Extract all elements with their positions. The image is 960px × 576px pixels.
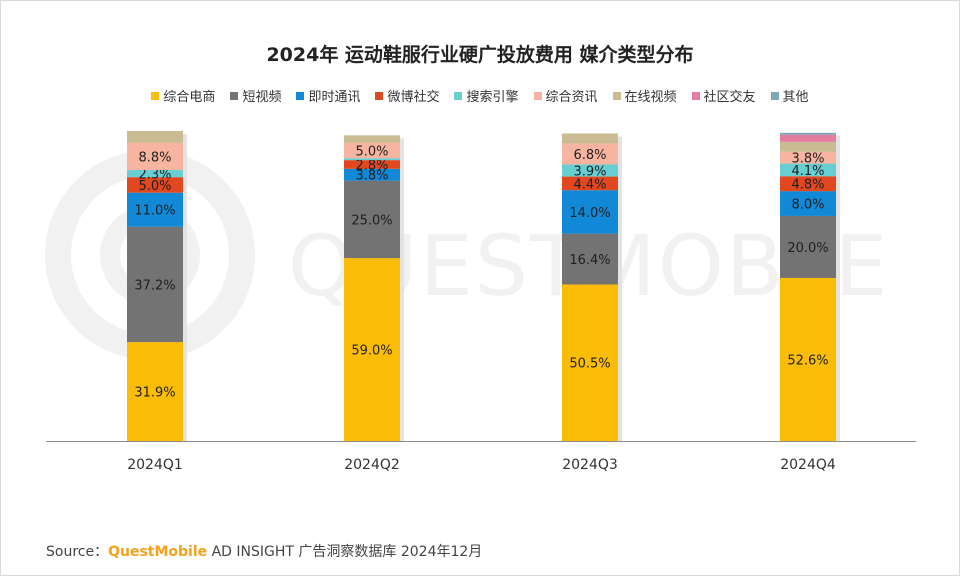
bar-segment	[562, 233, 618, 285]
legend-swatch	[151, 91, 160, 100]
legend-label: 即时通讯	[308, 90, 361, 105]
data-label: 59.0%	[351, 344, 392, 359]
bar-segment	[562, 133, 618, 144]
data-label: 20.0%	[787, 241, 828, 256]
bar-segment	[127, 192, 183, 227]
bar-segment	[780, 191, 836, 216]
data-label: 5.0%	[355, 145, 388, 160]
source-prefix: Source：	[46, 544, 109, 560]
legend-swatch	[612, 91, 621, 100]
legend-swatch	[375, 91, 384, 100]
legend-swatch	[691, 91, 700, 100]
chart-legend: 综合电商 短视频 即时通讯 微博社交 搜索引擎 综合资讯 在线视频 社区交友 其他	[0, 86, 960, 105]
bar-segment	[780, 176, 836, 192]
data-label: 3.8%	[791, 152, 824, 167]
source-brand: QuestMobile	[108, 544, 208, 560]
legend-swatch	[230, 91, 239, 100]
x-tick-label: 2024Q1	[127, 457, 183, 473]
legend-swatch	[770, 91, 779, 100]
bar-segment	[562, 190, 618, 234]
bar-segment	[344, 135, 400, 143]
legend-label: 在线视频	[624, 90, 677, 105]
legend-label: 综合电商	[163, 90, 216, 105]
bar-segment	[127, 142, 183, 171]
legend-label: 短视频	[242, 90, 282, 105]
bar-segment	[780, 163, 836, 177]
bar-segment	[780, 277, 836, 441]
bar-segment	[562, 164, 618, 177]
data-label: 31.9%	[134, 386, 175, 401]
bar-segment	[780, 141, 836, 152]
bar-segment	[780, 215, 836, 278]
legend-item: 微博社交	[375, 86, 439, 105]
bar-segment	[127, 226, 183, 343]
bar-segment	[127, 131, 183, 143]
data-label: 50.5%	[569, 357, 610, 372]
legend-swatch	[454, 91, 463, 100]
data-label: 3.9%	[573, 165, 606, 180]
data-label: 52.6%	[787, 353, 828, 368]
legend-label: 其他	[782, 90, 809, 105]
data-label: 2.3%	[138, 168, 171, 183]
legend-item: 综合电商	[151, 86, 215, 105]
legend-item: 其他	[770, 86, 809, 105]
source-note: Source：QuestMobile AD INSIGHT 广告洞察数据库 20…	[46, 541, 482, 561]
data-label: 8.0%	[791, 198, 824, 213]
source-suffix: AD INSIGHT 广告洞察数据库 2024年12月	[207, 544, 483, 560]
bar-segment	[344, 158, 400, 161]
data-label: 2.8%	[355, 158, 388, 173]
legend-swatch	[296, 91, 305, 100]
legend-label: 社区交友	[703, 90, 756, 105]
bar-segment	[780, 132, 836, 135]
bar-segment	[344, 142, 400, 159]
legend-item: 搜索引擎	[454, 86, 519, 105]
x-tick-labels: 2024Q1 2024Q2 2024Q3 2024Q4	[127, 457, 836, 473]
data-label: 3.8%	[355, 169, 388, 184]
data-label: 37.2%	[134, 278, 175, 293]
x-tick-label: 2024Q4	[780, 457, 836, 473]
legend-item: 综合资讯	[533, 86, 598, 105]
data-label: 4.4%	[573, 177, 606, 192]
bar-segment	[780, 151, 836, 164]
x-tick-label: 2024Q3	[562, 457, 618, 473]
data-label: 16.4%	[569, 253, 610, 268]
bar-segment	[127, 342, 183, 441]
legend-swatch	[533, 91, 542, 100]
chart-title: 2024年 运动鞋服行业硬广投放费用 媒介类型分布	[266, 44, 694, 66]
legend-label: 微博社交	[387, 90, 440, 105]
legend-item: 在线视频	[612, 86, 677, 105]
bar-segment	[344, 168, 400, 181]
data-label: 4.1%	[791, 164, 824, 179]
data-label: 5.0%	[138, 179, 171, 194]
bar-segment	[127, 177, 183, 193]
bar-segment	[562, 284, 618, 441]
legend-label: 搜索引擎	[466, 90, 519, 105]
bar-segment	[562, 176, 618, 191]
bar-segment	[344, 160, 400, 169]
data-label: 11.0%	[134, 204, 175, 219]
x-tick-label: 2024Q2	[344, 457, 400, 473]
bars-group: 31.9%37.2%11.0%5.0%2.3%8.8%59.0%25.0%3.8…	[127, 131, 840, 442]
bar-segment	[344, 180, 400, 259]
data-label: 25.0%	[351, 213, 392, 228]
legend-item: 短视频	[230, 86, 281, 105]
data-label: 4.8%	[791, 178, 824, 193]
bar-segment	[780, 134, 836, 142]
legend-label: 综合资讯	[545, 90, 598, 105]
bar-segment	[344, 258, 400, 441]
data-label: 8.8%	[138, 150, 171, 165]
legend-item: 社区交友	[691, 86, 756, 105]
data-label: 6.8%	[573, 148, 606, 163]
data-label: 14.0%	[569, 206, 610, 221]
legend-item: 即时通讯	[296, 86, 360, 105]
bar-segment	[562, 143, 618, 165]
bar-segment	[127, 170, 183, 178]
